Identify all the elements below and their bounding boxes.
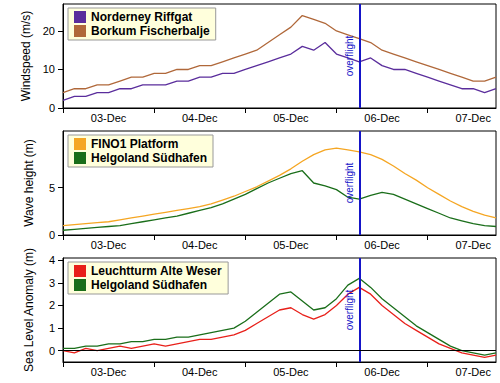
svg-text:04-Dec: 04-Dec — [182, 112, 218, 124]
svg-text:05-Dec: 05-Dec — [273, 366, 309, 378]
svg-text:04-Dec: 04-Dec — [182, 239, 218, 251]
svg-text:03-Dec: 03-Dec — [91, 239, 127, 251]
svg-text:overflight: overflight — [344, 289, 355, 330]
svg-text:FINO1 Platform: FINO1 Platform — [91, 137, 178, 151]
svg-text:5: 5 — [49, 182, 55, 194]
svg-text:06-Dec: 06-Dec — [364, 239, 400, 251]
svg-text:0: 0 — [49, 102, 55, 114]
svg-text:03-Dec: 03-Dec — [91, 112, 127, 124]
svg-text:Norderney Riffgat: Norderney Riffgat — [91, 10, 192, 24]
svg-text:07-Dec: 07-Dec — [455, 366, 491, 378]
svg-text:Sea Level Anomaly (m): Sea Level Anomaly (m) — [22, 248, 36, 372]
svg-text:Leuchtturm Alte Weser: Leuchtturm Alte Weser — [91, 264, 222, 278]
svg-text:overflight: overflight — [344, 162, 355, 203]
svg-text:3: 3 — [49, 277, 55, 289]
svg-text:06-Dec: 06-Dec — [364, 366, 400, 378]
svg-text:06-Dec: 06-Dec — [364, 112, 400, 124]
svg-text:overflight: overflight — [344, 35, 355, 76]
svg-text:4: 4 — [49, 254, 55, 266]
svg-text:05-Dec: 05-Dec — [273, 112, 309, 124]
svg-text:10: 10 — [43, 63, 55, 75]
svg-text:Wave height (m): Wave height (m) — [22, 139, 36, 227]
svg-text:0: 0 — [49, 345, 55, 357]
svg-text:Helgoland Südhafen: Helgoland Südhafen — [91, 278, 207, 292]
svg-text:20: 20 — [43, 25, 55, 37]
svg-text:07-Dec: 07-Dec — [455, 112, 491, 124]
svg-text:03-Dec: 03-Dec — [91, 366, 127, 378]
svg-text:04-Dec: 04-Dec — [182, 366, 218, 378]
svg-text:Helgoland Südhafen: Helgoland Südhafen — [91, 151, 207, 165]
svg-text:Borkum Fischerbalje: Borkum Fischerbalje — [91, 24, 210, 38]
svg-text:0: 0 — [49, 229, 55, 241]
svg-text:07-Dec: 07-Dec — [455, 239, 491, 251]
svg-text:1: 1 — [49, 322, 55, 334]
svg-text:2: 2 — [49, 299, 55, 311]
svg-text:05-Dec: 05-Dec — [273, 239, 309, 251]
svg-text:Windspeed (m/s): Windspeed (m/s) — [19, 11, 33, 102]
